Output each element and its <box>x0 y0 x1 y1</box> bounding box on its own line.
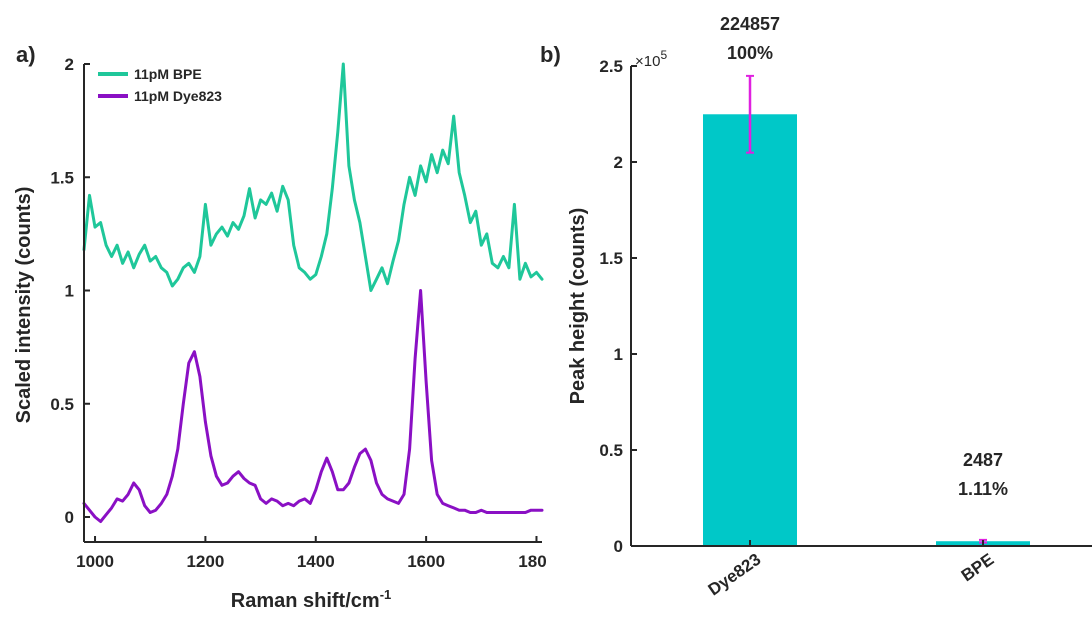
panel-a-x-axis-title-sup: -1 <box>380 587 392 602</box>
panel-b-label: b) <box>540 42 561 67</box>
series-line-11pm-bpe <box>82 62 544 292</box>
panel-b-y-tick-label: 0.5 <box>599 441 623 460</box>
panel-b-x-tick-label-bpe: BPE <box>958 550 998 586</box>
panel-b-x-ticks: Dye823 BPE <box>705 540 998 600</box>
legend-label-dye823: 11pM Dye823 <box>134 88 222 104</box>
panel-a-y-ticks: 0 0.5 1 1.5 2 <box>50 55 90 527</box>
panel-a: a) 0 0.5 1 1.5 2 1000 1200 1400 1600 180 11pM BP… <box>13 42 547 612</box>
panel-a-y-tick-label: 1.5 <box>50 168 74 187</box>
value-label-dye823: 224857 <box>720 14 780 34</box>
panel-b: b) 224857 100% 2487 1.11% 0 0.5 1 1.5 2 2.5 Dye8… <box>540 14 1092 599</box>
panel-b-y-tick-label: 2 <box>614 153 623 172</box>
panel-a-series-layer <box>82 62 544 523</box>
panel-a-x-axis-title: Raman shift/cm-1 <box>231 587 392 612</box>
panel-b-y-tick-label: 1.5 <box>599 249 623 268</box>
panel-a-label: a) <box>16 42 36 67</box>
panel-a-y-tick-label: 2 <box>65 55 74 74</box>
panel-a-x-tick-label: 1400 <box>297 552 335 571</box>
panel-a-x-tick-label: 180 <box>518 552 546 571</box>
percent-label-bpe: 1.11% <box>958 479 1008 499</box>
panel-b-y-exponent-power: 5 <box>660 48 667 62</box>
panel-a-x-tick-label: 1600 <box>407 552 445 571</box>
panel-b-y-ticks: 0 0.5 1 1.5 2 2.5 <box>599 57 637 556</box>
panel-a-x-tick-label: 1000 <box>76 552 114 571</box>
panel-a-x-tick-label: 1200 <box>186 552 224 571</box>
panel-a-y-tick-label: 0.5 <box>50 395 74 414</box>
panel-b-y-exponent: ×105 <box>635 48 667 70</box>
panel-b-y-exponent-base: ×10 <box>635 53 660 70</box>
value-label-bpe: 2487 <box>963 450 1003 470</box>
panel-a-x-axis-title-main: Raman shift/cm <box>231 590 380 612</box>
panel-b-y-tick-label: 0 <box>614 537 623 556</box>
panel-b-bars-layer: 224857 100% 2487 1.11% <box>703 14 1030 546</box>
panel-a-legend: 11pM BPE 11pM Dye823 <box>98 66 222 104</box>
panel-a-y-tick-label: 0 <box>65 508 74 527</box>
panel-b-y-tick-label: 2.5 <box>599 57 623 76</box>
panel-b-y-tick-label: 1 <box>614 345 623 364</box>
bar-dye823 <box>703 114 797 546</box>
panel-a-y-tick-label: 1 <box>65 282 74 301</box>
legend-label-bpe: 11pM BPE <box>134 66 202 82</box>
panel-a-x-ticks: 1000 1200 1400 1600 180 <box>76 536 547 571</box>
panel-b-x-tick-label-dye823: Dye823 <box>705 550 765 600</box>
panel-a-y-axis-title: Scaled intensity (counts) <box>13 187 35 424</box>
percent-label-dye823: 100% <box>727 43 773 63</box>
panel-b-y-axis-title: Peak height (counts) <box>567 208 589 405</box>
series-line-11pm-dye823 <box>82 289 544 523</box>
